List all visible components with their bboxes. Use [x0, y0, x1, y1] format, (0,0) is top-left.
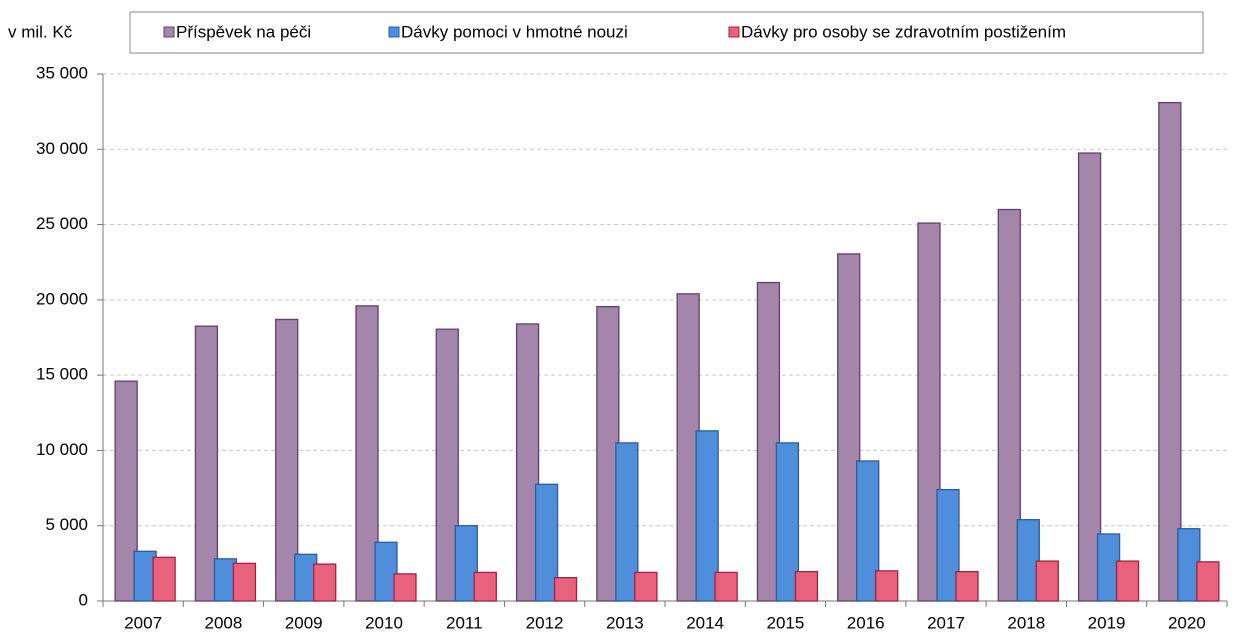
y-tick-label: 5 000 — [45, 515, 88, 534]
x-tick-label: 2017 — [927, 613, 965, 632]
bar — [393, 573, 417, 602]
bar — [1077, 152, 1102, 602]
bar — [275, 318, 299, 602]
bar — [534, 483, 559, 602]
x-tick-label: 2015 — [767, 613, 805, 632]
x-tick-label: 2009 — [285, 613, 323, 632]
bar — [1196, 561, 1220, 602]
bar — [714, 571, 738, 602]
y-tick-label: 20 000 — [36, 289, 88, 308]
bar — [313, 563, 337, 602]
bar — [152, 556, 176, 602]
legend-swatch — [163, 26, 175, 38]
legend-box — [129, 11, 1204, 54]
bar — [1016, 519, 1040, 602]
y-tick-label: 10 000 — [36, 440, 88, 459]
bar — [875, 570, 899, 602]
legend-label: Dávky pro osoby se zdravotním postižením — [741, 22, 1066, 41]
x-tick-label: 2016 — [847, 613, 885, 632]
bar — [634, 571, 658, 602]
bar — [997, 208, 1021, 602]
x-tick-label: 2014 — [686, 613, 724, 632]
legend-swatch — [388, 26, 400, 38]
bar — [756, 281, 781, 602]
bar — [232, 562, 257, 602]
legend-label: Dávky pomoci v hmotné nouzi — [401, 22, 628, 41]
legend-label: Příspěvek na péči — [176, 22, 311, 41]
bar — [355, 305, 379, 602]
bar — [454, 525, 478, 602]
bar — [936, 488, 960, 602]
x-tick-label: 2008 — [205, 613, 243, 632]
bar — [695, 430, 719, 602]
legend-swatch — [728, 26, 740, 38]
bar — [1035, 560, 1059, 602]
bar — [856, 460, 880, 602]
bar — [435, 328, 459, 602]
y-axis-label: v mil. Kč — [8, 22, 73, 41]
y-tick-label: 15 000 — [36, 365, 88, 384]
x-tick-label: 2019 — [1088, 613, 1126, 632]
bar — [114, 380, 138, 602]
y-tick-label: 35 000 — [36, 63, 88, 82]
y-tick-label: 0 — [79, 590, 88, 609]
bar — [194, 325, 219, 602]
bar — [794, 570, 819, 602]
x-tick-label: 2020 — [1168, 613, 1206, 632]
bar — [917, 222, 941, 602]
bar — [473, 571, 497, 602]
x-tick-label: 2007 — [124, 613, 162, 632]
x-tick-label: 2013 — [606, 613, 644, 632]
bar — [374, 541, 398, 602]
bar — [775, 442, 800, 602]
bar — [1158, 101, 1182, 602]
y-tick-label: 30 000 — [36, 139, 88, 158]
bar — [955, 570, 979, 602]
x-tick-label: 2011 — [446, 613, 483, 632]
bar — [615, 442, 639, 602]
x-tick-label: 2018 — [1007, 613, 1045, 632]
bar — [515, 323, 540, 602]
y-tick-label: 25 000 — [36, 214, 88, 233]
bar — [553, 577, 578, 602]
bar — [837, 253, 861, 602]
bar — [1115, 560, 1140, 602]
x-tick-label: 2010 — [365, 613, 403, 632]
x-tick-label: 2012 — [526, 613, 564, 632]
